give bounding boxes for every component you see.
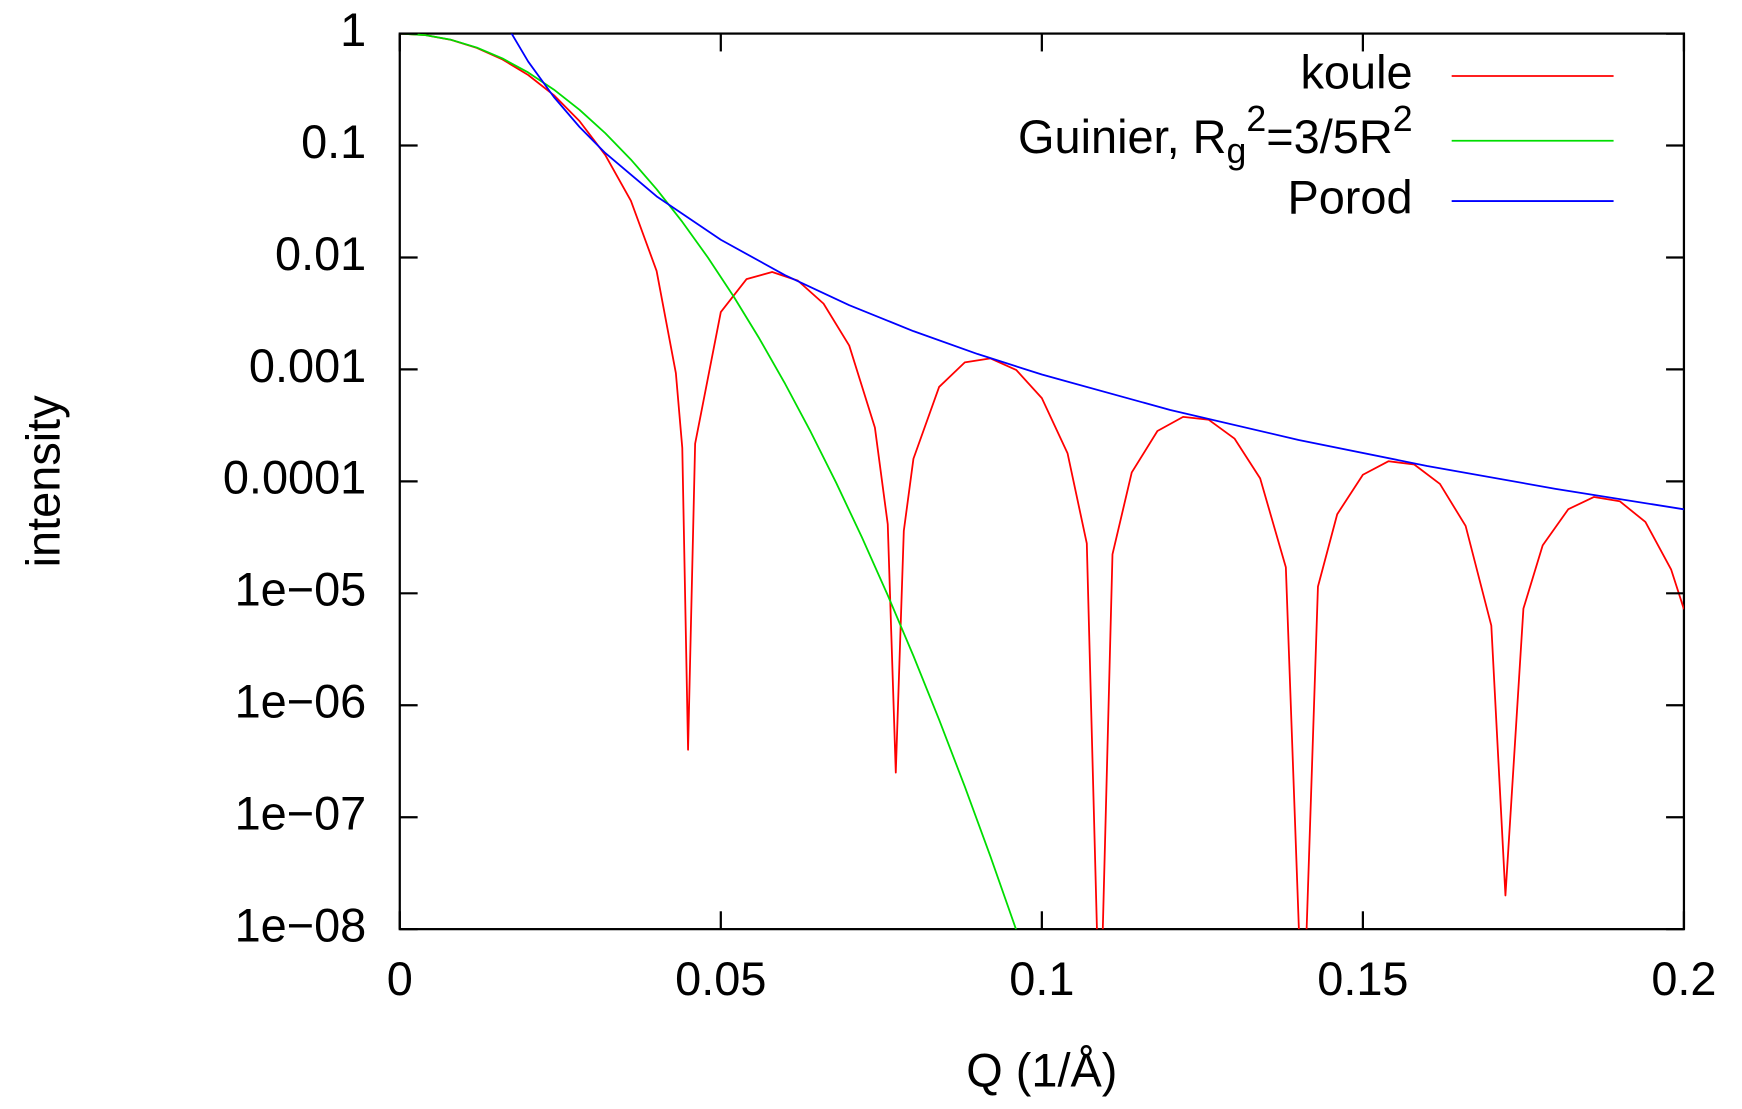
y-tick-label: 1e−05: [235, 564, 367, 616]
y-tick-label: 0.0001: [223, 452, 366, 504]
legend-label: koule: [1300, 46, 1412, 98]
x-axis-label: Q (1/Å): [966, 1045, 1117, 1097]
x-tick-label: 0: [387, 953, 413, 1005]
y-tick-label: 1: [340, 4, 366, 56]
series-line: [510, 33, 1684, 511]
y-axis-label: intensity: [17, 395, 69, 568]
series-line: [399, 33, 1684, 930]
x-tick-label: 0.2: [1651, 953, 1716, 1005]
plot-frame: [398, 32, 1686, 931]
plot-lines: [399, 33, 1684, 930]
y-tick-label: 0.01: [275, 228, 366, 280]
y-tick-label: 1e−08: [235, 900, 367, 952]
series-line: [399, 33, 1017, 930]
x-tick-label: 0.05: [675, 953, 766, 1005]
y-tick-label: 1e−07: [235, 788, 367, 840]
y-tick-label: 0.001: [249, 340, 366, 392]
legend-label: Guinier, Rg2=3/5R2: [1018, 98, 1413, 170]
y-tick-label: 0.1: [301, 116, 366, 168]
x-tick-label: 0.15: [1317, 953, 1408, 1005]
legend-label: Porod: [1287, 171, 1412, 223]
y-tick-label: 1e−06: [235, 676, 367, 728]
x-tick-label: 0.1: [1009, 953, 1074, 1005]
